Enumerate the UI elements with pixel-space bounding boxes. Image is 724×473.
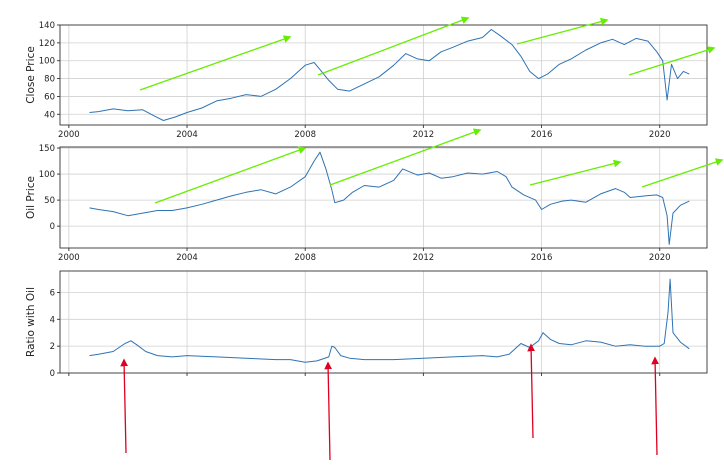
x-tick-label: 2008 xyxy=(294,130,316,140)
y-axis-label: Ratio with Oil xyxy=(25,287,37,357)
green-arrow-close-2020 xyxy=(628,46,716,76)
axes-frame xyxy=(59,24,708,126)
y-axis-label: Oil Price xyxy=(25,176,37,219)
ratio-panel: 0 2 4 6 Ratio with Oil xyxy=(25,270,708,379)
y-tick-label: 100 xyxy=(39,57,55,67)
y-tick-label: 80 xyxy=(44,75,55,85)
x-tick-label: 2008 xyxy=(294,253,316,263)
green-arrow-oil-2020 xyxy=(641,158,724,188)
series-line xyxy=(89,29,690,121)
y-tick-label: 0 xyxy=(50,222,55,232)
red-arrow-2009 xyxy=(324,361,333,461)
series-line xyxy=(89,151,690,245)
y-tick-label: 60 xyxy=(44,92,55,102)
y-tick-label: 4 xyxy=(50,315,55,325)
x-tick-label: 2020 xyxy=(649,130,671,140)
series-line xyxy=(89,278,690,363)
y-tick-label: 100 xyxy=(39,170,55,180)
close-price-panel: 40 60 80 100 120 140 2000 2004 2008 2012 2016 2020 C… xyxy=(25,21,708,140)
axes-frame xyxy=(59,270,708,374)
red-arrow-2016 xyxy=(527,343,536,439)
x-tick-label: 2016 xyxy=(531,253,553,263)
green-arrow-close-2003-2008 xyxy=(139,35,292,91)
annotation-arrows xyxy=(120,16,724,461)
y-axis-label: Close Price xyxy=(25,46,37,104)
axes-frame xyxy=(59,146,708,249)
y-tick-label: 150 xyxy=(39,144,55,154)
x-tick-label: 2012 xyxy=(413,130,435,140)
y-tick-label: 2 xyxy=(50,342,55,352)
x-tick-label: 2004 xyxy=(176,130,198,140)
red-arrow-2002 xyxy=(120,358,129,454)
red-arrow-2020 xyxy=(651,356,660,456)
green-arrow-oil-2009-2014 xyxy=(329,128,482,186)
x-tick-label: 2000 xyxy=(58,253,80,263)
green-arrow-close-2016-2019 xyxy=(516,17,609,45)
y-tick-label: 0 xyxy=(50,369,55,379)
green-arrow-close-2009-2014 xyxy=(317,16,470,76)
y-tick-label: 50 xyxy=(44,196,55,206)
x-tick-label: 2004 xyxy=(176,253,198,263)
x-tick-label: 2020 xyxy=(649,253,671,263)
x-tick-label: 2000 xyxy=(58,130,80,140)
x-tick-label: 2016 xyxy=(531,130,553,140)
green-arrow-oil-2003-2008 xyxy=(154,146,307,204)
y-tick-label: 6 xyxy=(50,288,55,298)
y-tick-label: 140 xyxy=(39,21,55,31)
green-arrow-oil-2016-2019 xyxy=(529,159,622,186)
x-tick-label: 2012 xyxy=(413,253,435,263)
oil-price-panel: 0 50 100 150 2000 2004 2008 2012 2016 2020 Oil Pri… xyxy=(25,144,708,263)
y-tick-label: 120 xyxy=(39,39,55,49)
y-tick-label: 40 xyxy=(44,110,55,120)
